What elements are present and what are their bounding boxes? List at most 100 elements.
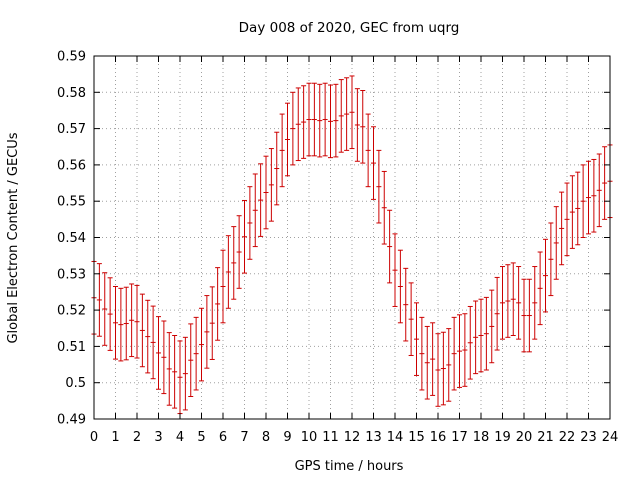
y-tick-label: 0.56 xyxy=(57,158,86,173)
data-point xyxy=(564,182,570,257)
data-point xyxy=(414,302,419,376)
data-point xyxy=(263,155,269,230)
data-point xyxy=(467,305,473,380)
x-tick-label: 23 xyxy=(580,430,597,445)
data-point xyxy=(408,282,414,356)
x-tick-label: 22 xyxy=(559,430,576,445)
data-point xyxy=(247,186,253,260)
data-point xyxy=(161,320,167,395)
y-tick-label: 0.5 xyxy=(65,376,86,391)
data-point xyxy=(489,289,495,364)
data-point xyxy=(543,238,548,313)
data-point xyxy=(537,251,543,326)
x-tick-label: 20 xyxy=(516,430,533,445)
data-point xyxy=(387,209,393,284)
data-point xyxy=(290,91,296,166)
data-point xyxy=(360,89,366,164)
data-point xyxy=(580,164,586,238)
y-tick-label: 0.52 xyxy=(57,304,86,319)
data-point xyxy=(306,82,312,157)
x-tick-label: 24 xyxy=(602,430,619,445)
data-point xyxy=(376,149,382,224)
data-point xyxy=(349,75,355,150)
data-point xyxy=(139,293,145,368)
data-point xyxy=(505,264,511,338)
data-point xyxy=(317,83,323,158)
y-tick-label: 0.49 xyxy=(57,413,86,428)
data-point xyxy=(199,307,204,382)
data-point xyxy=(602,146,608,220)
x-tick-label: 19 xyxy=(494,430,511,445)
data-point xyxy=(457,314,462,388)
x-tick-label: 17 xyxy=(451,430,468,445)
data-point xyxy=(381,170,387,245)
axes: 0 1 2 3 4 5 6 7 8 9 10 11 12 13 14 15 16 17 18 19 20 21 22 23 24… xyxy=(57,50,618,446)
data-point xyxy=(134,284,140,359)
data-point xyxy=(182,336,188,411)
data-point xyxy=(102,272,108,346)
data-point xyxy=(166,332,172,406)
x-tick-label: 18 xyxy=(473,430,490,445)
data-point xyxy=(274,131,280,206)
data-point xyxy=(575,171,581,246)
x-tick-label: 15 xyxy=(408,430,425,445)
data-point xyxy=(371,126,376,200)
data-point xyxy=(333,83,339,158)
data-point xyxy=(516,266,522,340)
y-axis-label: Global Electron Content / GECUs xyxy=(6,132,21,343)
data-point xyxy=(424,325,430,400)
x-tick-label: 6 xyxy=(219,430,227,445)
data-point xyxy=(532,266,538,340)
data-point xyxy=(328,84,333,159)
data-point xyxy=(123,286,129,361)
data-point xyxy=(435,333,441,407)
x-tick-label: 16 xyxy=(430,430,447,445)
data-point xyxy=(107,277,113,351)
data-point xyxy=(473,300,479,375)
data-point xyxy=(279,113,285,188)
data-point xyxy=(295,87,301,162)
x-tick-label: 21 xyxy=(537,430,554,445)
data-point xyxy=(440,331,446,406)
data-point xyxy=(553,206,559,280)
data-point xyxy=(559,191,565,266)
data-point xyxy=(483,296,489,371)
data-point xyxy=(231,226,237,300)
x-tick-label: 0 xyxy=(90,430,98,445)
data-point xyxy=(478,298,484,373)
data-point xyxy=(569,175,575,249)
data-point xyxy=(242,199,247,274)
data-point xyxy=(301,85,307,159)
data-point xyxy=(500,266,505,340)
data-point xyxy=(156,316,161,390)
data-point xyxy=(177,340,183,415)
data-point xyxy=(344,77,350,151)
y-tick-label: 0.54 xyxy=(57,231,86,246)
y-tick-label: 0.51 xyxy=(57,340,86,355)
data-point xyxy=(118,287,124,362)
data-point xyxy=(510,262,516,337)
x-tick-label: 10 xyxy=(301,430,318,445)
data-point xyxy=(188,323,194,397)
data-point xyxy=(268,148,274,222)
data-point xyxy=(591,158,597,233)
data-point xyxy=(258,163,264,237)
data-point xyxy=(430,322,436,396)
data-point xyxy=(462,313,468,387)
data-point xyxy=(236,215,242,289)
x-tick-label: 1 xyxy=(111,430,119,445)
x-tick-label: 3 xyxy=(154,430,162,445)
data-point xyxy=(252,173,258,248)
data-point xyxy=(596,153,602,228)
y-tick-label: 0.58 xyxy=(57,86,86,101)
data-point xyxy=(145,299,151,374)
x-tick-label: 7 xyxy=(240,430,248,445)
x-tick-label: 4 xyxy=(176,430,184,445)
data-point xyxy=(338,79,344,153)
data-point xyxy=(494,276,500,351)
y-tick-label: 0.59 xyxy=(57,50,86,65)
x-tick-label: 2 xyxy=(133,430,141,445)
data-point xyxy=(172,335,178,409)
y-tick-label: 0.53 xyxy=(57,267,86,282)
